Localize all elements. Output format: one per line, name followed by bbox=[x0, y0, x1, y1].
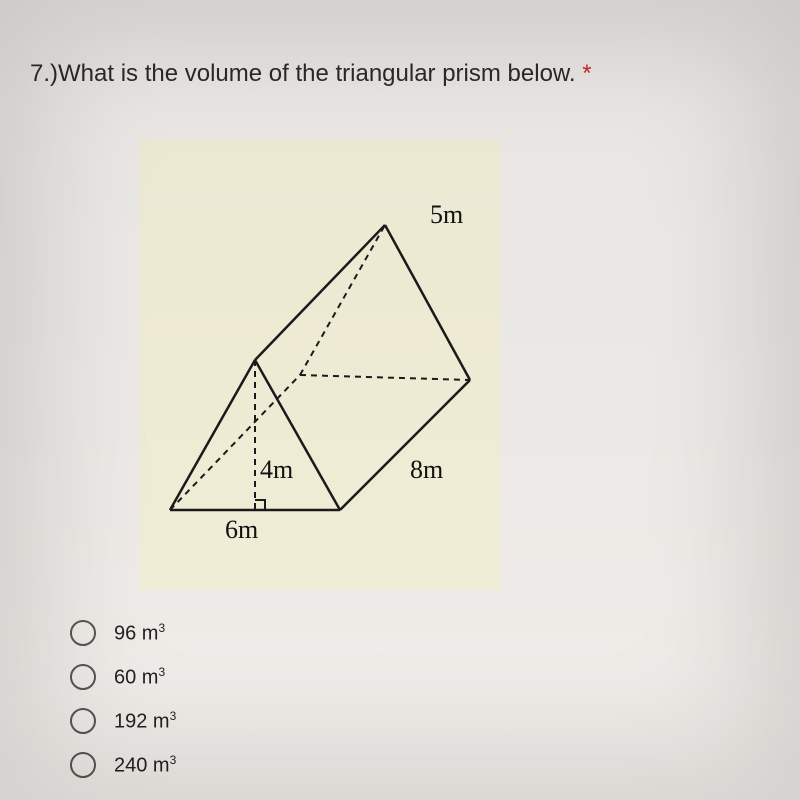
option-b[interactable]: 60 m3 bbox=[70, 664, 176, 690]
option-d[interactable]: 240 m3 bbox=[70, 752, 176, 778]
option-a-text: 96 m3 bbox=[114, 621, 165, 646]
radio-icon bbox=[70, 620, 96, 646]
prism-svg bbox=[110, 130, 530, 570]
edge-FD bbox=[300, 375, 470, 380]
option-b-text: 60 m3 bbox=[114, 665, 165, 690]
option-a[interactable]: 96 m3 bbox=[70, 620, 176, 646]
radio-icon bbox=[70, 752, 96, 778]
label-slant: 5m bbox=[430, 200, 463, 230]
required-asterisk: * bbox=[582, 60, 591, 87]
question-body: What is the volume of the triangular pri… bbox=[58, 60, 576, 87]
edge-BD bbox=[340, 380, 470, 510]
edge-CE bbox=[255, 225, 385, 360]
option-c[interactable]: 192 m3 bbox=[70, 708, 176, 734]
option-c-text: 192 m3 bbox=[114, 709, 176, 734]
prism-diagram: 5m 8m 4m 6m bbox=[110, 130, 530, 570]
radio-icon bbox=[70, 708, 96, 734]
question-text: 7.)What is the volume of the triangular … bbox=[30, 60, 592, 88]
question-number: 7.) bbox=[30, 60, 58, 87]
label-height: 4m bbox=[260, 455, 293, 485]
right-angle-mark bbox=[255, 500, 265, 510]
label-base: 6m bbox=[225, 515, 258, 545]
answer-options: 96 m3 60 m3 192 m3 240 m3 bbox=[70, 620, 176, 796]
edge-DE bbox=[385, 225, 470, 380]
radio-icon bbox=[70, 664, 96, 690]
edge-BC bbox=[255, 360, 340, 510]
label-length: 8m bbox=[410, 455, 443, 485]
option-d-text: 240 m3 bbox=[114, 753, 176, 778]
